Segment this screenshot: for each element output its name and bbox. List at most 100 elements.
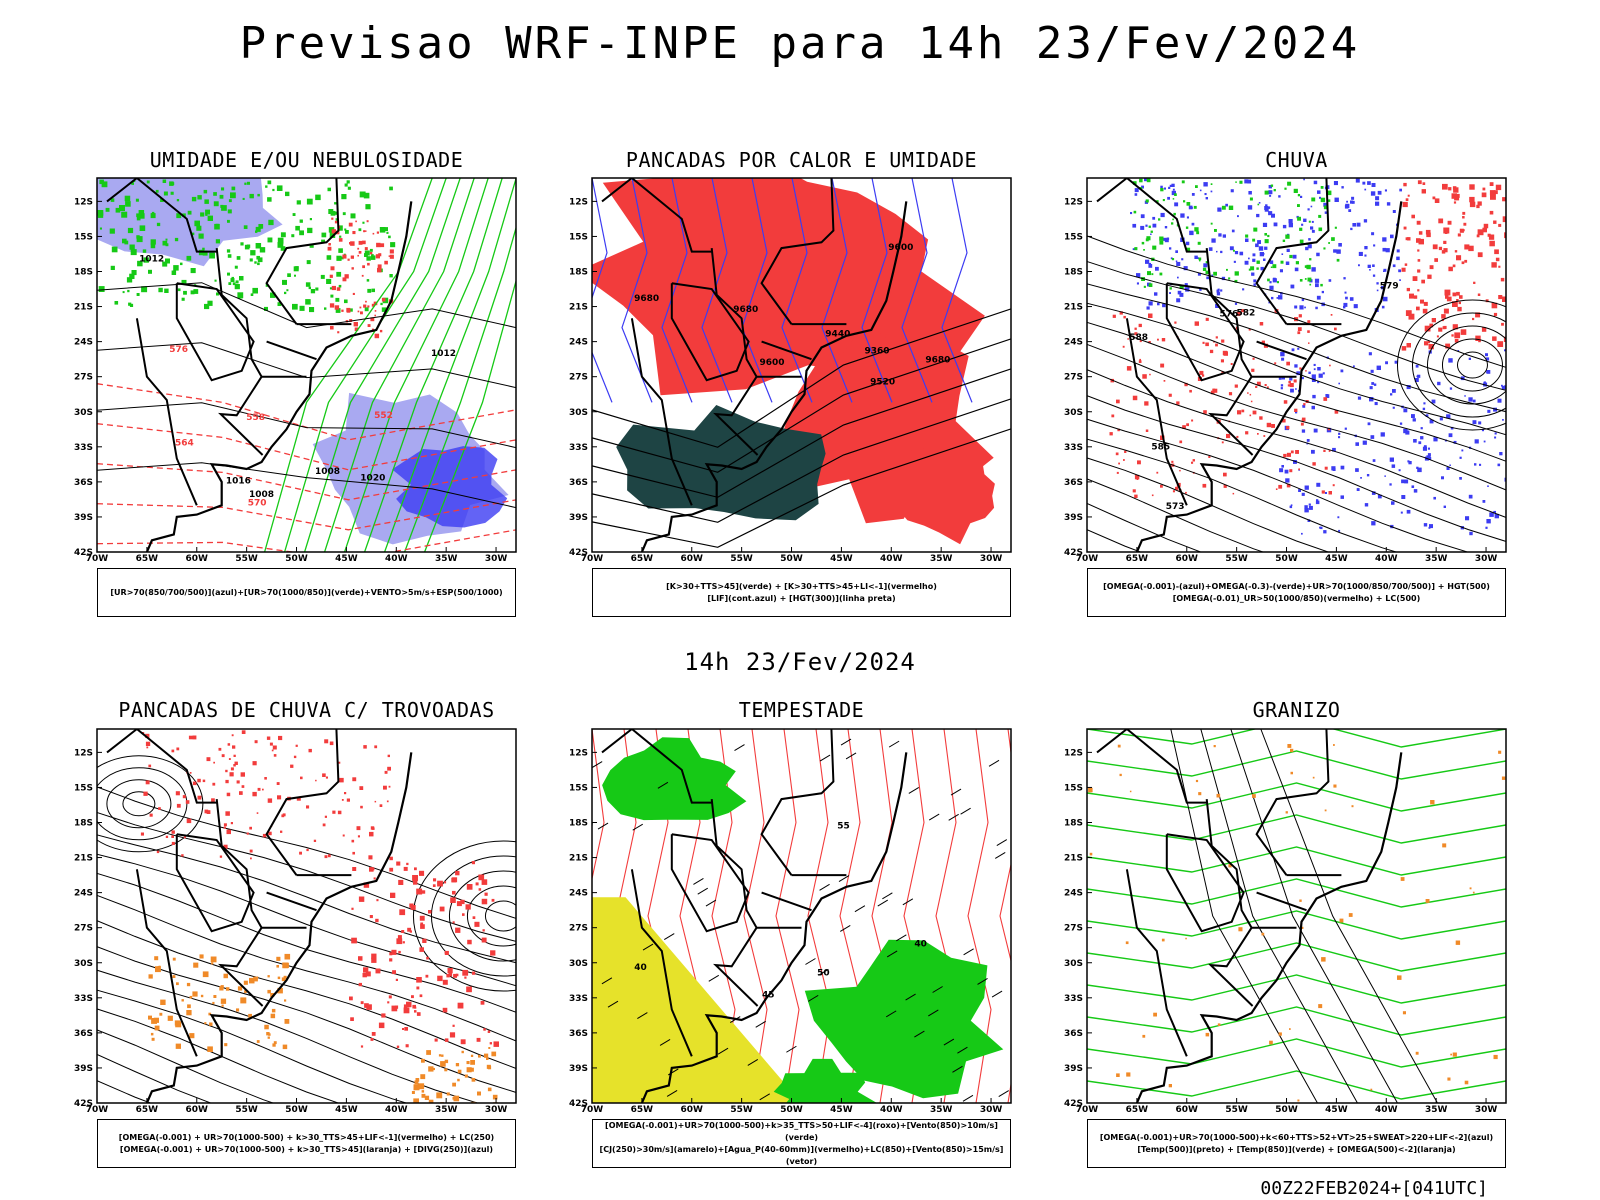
humidity-area-green: [335, 218, 339, 221]
omega-area-orange: [1129, 790, 1132, 793]
storm-area-orange: [189, 995, 193, 999]
streamline: [1087, 343, 1506, 491]
humidity-area-green: [150, 243, 156, 249]
lat-tick-label: 15S: [569, 232, 588, 242]
rain-area-red: [1494, 249, 1499, 255]
humidity-area-green: [309, 243, 314, 248]
pressure-contour: [97, 462, 516, 509]
omega-area-orange: [1278, 1032, 1282, 1036]
omega-area-blue: [1351, 196, 1355, 200]
omega-area-blue: [1315, 500, 1320, 505]
rain-area-red: [1475, 312, 1481, 318]
humidity-area-green: [329, 287, 332, 290]
rain-area-red: [1481, 327, 1487, 332]
rain-area-red: [1295, 450, 1299, 454]
humidity-area-green: [277, 302, 282, 306]
omega-area-blue: [1314, 278, 1320, 283]
humidity-area-green: [296, 200, 301, 205]
storm-area-red: [140, 832, 144, 836]
lon-tick-label: 45W: [830, 1105, 853, 1115]
lat-tick-label: 24S: [569, 889, 588, 899]
humidity-area-green: [321, 239, 325, 244]
rain-area-red: [1286, 483, 1291, 488]
omega-area-blue: [1346, 200, 1348, 203]
humidity-area-red: [371, 303, 375, 307]
humidity-area-red: [347, 258, 350, 261]
humidity-area-red: [344, 274, 349, 279]
storm-area-red: [387, 754, 390, 758]
storm-area-red: [412, 1004, 416, 1009]
humidity-area-red: [377, 264, 382, 269]
streamline: [97, 989, 408, 1103]
omega-area-orange: [1198, 792, 1202, 796]
storm-area-orange: [470, 1060, 475, 1065]
humidity-area-red: [378, 253, 382, 257]
storm-area-red: [489, 1042, 492, 1045]
state-border: [266, 340, 317, 361]
rain-area-red: [1413, 295, 1418, 299]
humidity-area-green: [146, 180, 150, 184]
lon-tick-label: 60W: [186, 554, 209, 564]
panel-title: GRANIZO: [1252, 698, 1341, 722]
cyclone-contour: [1411, 312, 1506, 418]
omega-area-blue: [1398, 269, 1401, 273]
humidity-area-green: [142, 249, 147, 253]
omega-area-blue: [1483, 440, 1486, 443]
humidity-area-green: [158, 287, 163, 293]
humidity-area-green: [119, 205, 125, 211]
rain-area-red: [1223, 484, 1227, 488]
storm-area-red: [189, 772, 192, 774]
humidity-area-red: [374, 333, 380, 339]
omega-area-blue: [1422, 407, 1426, 411]
omega-area-blue: [1317, 190, 1321, 194]
storm-area-red: [282, 813, 286, 817]
humidity-area-green: [205, 213, 208, 216]
storm-area-orange: [225, 987, 230, 991]
rain-area-red: [1493, 190, 1498, 195]
green-contour: [263, 178, 433, 552]
temp850-contour: [1087, 1038, 1506, 1068]
omega-area-green: [1299, 239, 1304, 244]
storm-area-red: [396, 938, 403, 945]
rain-area-red: [1446, 296, 1452, 302]
humidity-area-green: [389, 274, 393, 278]
storm-area-red: [475, 882, 479, 886]
omega-area-blue: [1184, 283, 1188, 287]
humidity-area-green: [257, 257, 263, 263]
storm-area-red: [185, 800, 190, 804]
omega-area-blue: [1316, 482, 1321, 487]
lat-tick-label: 33S: [74, 994, 93, 1004]
omega-area-blue: [1315, 283, 1319, 288]
humidity-area-green: [150, 239, 156, 245]
storm-area-red: [337, 810, 342, 815]
storm-area-red: [452, 890, 456, 895]
humidity-area-green: [136, 235, 140, 239]
wind-vector: [807, 994, 819, 1002]
contour-label: 9680: [925, 356, 950, 366]
omega-area-blue: [1303, 218, 1307, 222]
rain-area-red: [1179, 469, 1181, 472]
rain-area-red: [1448, 266, 1453, 272]
lon-tick-label: 70W: [86, 1105, 109, 1115]
rain-area-red: [1323, 449, 1326, 452]
lon-tick-label: 45W: [830, 554, 853, 564]
wind-vector: [998, 1090, 1009, 1098]
omega-area-blue: [1280, 292, 1283, 295]
state-border: [175, 833, 255, 933]
rain-area-red: [1271, 424, 1275, 428]
contour-label: 1016: [226, 477, 251, 487]
omega-area-orange: [1442, 843, 1447, 848]
omega-area-blue: [1313, 368, 1316, 371]
main-title: Previsao WRF-INPE para 14h 23/Fev/2024: [239, 18, 1361, 69]
storm-area-orange: [209, 1022, 213, 1026]
legend-line: [K>30+TTS>45](verde) + [K>30+TTS>45+LI<-…: [666, 581, 937, 591]
legend-line: [OMEGA(-0.001)+UR>70(1000-500)+k<60+TTS>…: [1099, 1132, 1494, 1142]
omega-area-blue: [1290, 388, 1294, 393]
omega-area-blue: [1301, 429, 1306, 433]
rain-area-red: [1145, 429, 1149, 432]
omega-area-blue: [1242, 288, 1245, 291]
wind-vector: [996, 839, 1008, 846]
omega-area-green: [1287, 181, 1292, 186]
storm-area-red: [389, 867, 394, 872]
omega-area-green: [1199, 259, 1201, 262]
